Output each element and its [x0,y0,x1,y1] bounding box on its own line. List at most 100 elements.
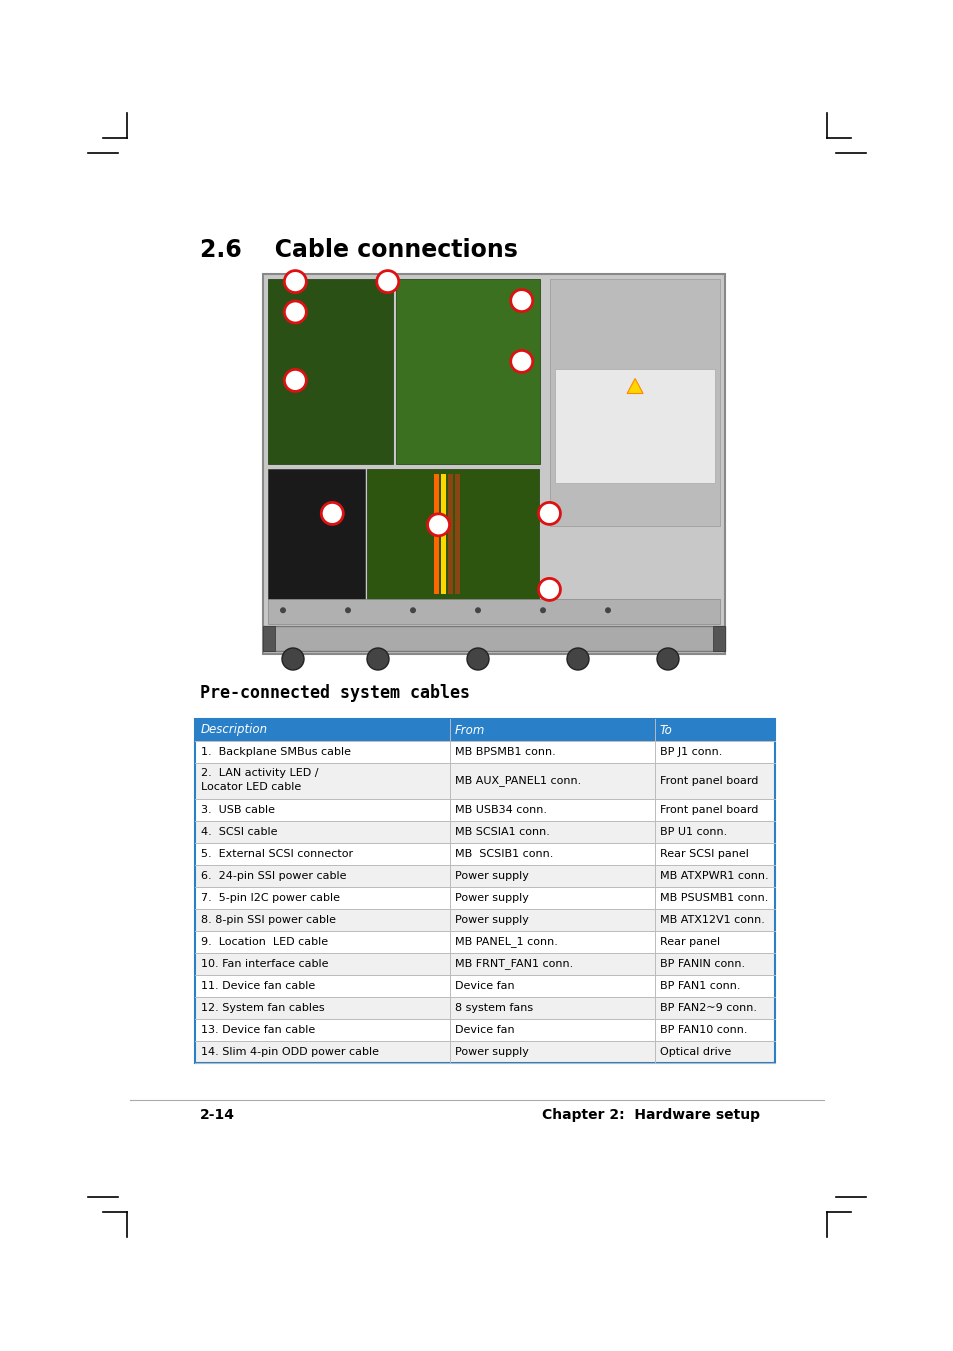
Text: 13. Device fan cable: 13. Device fan cable [201,1025,314,1035]
Circle shape [604,607,610,613]
Circle shape [345,607,351,613]
Text: MB PANEL_1 conn.: MB PANEL_1 conn. [455,936,558,947]
Bar [194,997,774,1019]
Text: MB USB34 conn.: MB USB34 conn. [455,805,546,815]
Text: Power supply: Power supply [455,915,528,925]
Circle shape [410,607,416,613]
Polygon shape [626,378,642,393]
Bar [263,626,274,651]
Circle shape [467,648,489,670]
Bar [263,626,724,651]
Circle shape [510,289,532,312]
Bar [194,1019,774,1042]
Text: 2.6    Cable connections: 2.6 Cable connections [200,238,517,262]
Circle shape [321,503,343,524]
Bar [194,888,774,909]
Text: From: From [455,724,485,736]
Bar [194,952,774,975]
Text: Device fan: Device fan [455,1025,514,1035]
Circle shape [566,648,588,670]
Text: MB ATXPWR1 conn.: MB ATXPWR1 conn. [659,871,768,881]
Bar [194,909,774,931]
Bar [268,598,720,624]
Text: Optical drive: Optical drive [659,1047,731,1056]
Circle shape [539,607,545,613]
Bar [550,280,720,526]
Text: 6.  24-pin SSI power cable: 6. 24-pin SSI power cable [201,871,346,881]
Bar [194,719,774,740]
Circle shape [475,607,480,613]
Bar [194,719,774,1063]
Bar [194,843,774,865]
Bar [555,369,714,484]
Text: BP FAN10 conn.: BP FAN10 conn. [659,1025,747,1035]
Text: Front panel board: Front panel board [659,805,758,815]
Text: 8. 8-pin SSI power cable: 8. 8-pin SSI power cable [201,915,335,925]
Text: Rear panel: Rear panel [659,938,720,947]
Text: Power supply: Power supply [455,1047,528,1056]
Text: MB  SCSIB1 conn.: MB SCSIB1 conn. [455,848,553,859]
Circle shape [376,270,398,293]
Bar [194,763,774,798]
Bar [194,740,774,763]
Text: BP FAN1 conn.: BP FAN1 conn. [659,981,740,992]
Circle shape [367,648,389,670]
Circle shape [280,607,286,613]
Text: Front panel board: Front panel board [659,775,758,786]
Text: 12. System fan cables: 12. System fan cables [201,1002,324,1013]
Text: Rear SCSI panel: Rear SCSI panel [659,848,748,859]
Bar [367,469,538,598]
Bar [194,931,774,952]
Text: 2.  LAN activity LED /: 2. LAN activity LED / [201,767,318,778]
Circle shape [282,648,304,670]
Bar [194,865,774,888]
Text: BP J1 conn.: BP J1 conn. [659,747,721,757]
Text: Locator LED cable: Locator LED cable [201,782,301,792]
Text: 9.  Location  LED cable: 9. Location LED cable [201,938,328,947]
Circle shape [284,270,306,293]
Text: 3.  USB cable: 3. USB cable [201,805,274,815]
Circle shape [284,301,306,323]
Text: 4.  SCSI cable: 4. SCSI cable [201,827,277,838]
Text: 8 system fans: 8 system fans [455,1002,533,1013]
Text: Power supply: Power supply [455,871,528,881]
Bar [194,798,774,821]
Circle shape [427,513,449,536]
Text: BP FANIN conn.: BP FANIN conn. [659,959,744,969]
Text: BP U1 conn.: BP U1 conn. [659,827,726,838]
Bar [194,1042,774,1063]
Text: 2-14: 2-14 [200,1108,234,1121]
Bar [268,280,393,463]
Text: Description: Description [201,724,268,736]
Circle shape [510,350,532,373]
Text: Device fan: Device fan [455,981,514,992]
Bar [395,280,539,463]
Text: MB ATX12V1 conn.: MB ATX12V1 conn. [659,915,764,925]
Text: To: To [659,724,672,736]
Circle shape [657,648,679,670]
Text: 7.  5-pin I2C power cable: 7. 5-pin I2C power cable [201,893,339,902]
Text: Pre-connected system cables: Pre-connected system cables [200,684,470,703]
Text: 14. Slim 4-pin ODD power cable: 14. Slim 4-pin ODD power cable [201,1047,378,1056]
Bar [263,274,724,654]
Circle shape [537,578,559,600]
Bar [455,474,460,594]
Bar [268,469,365,598]
Text: 5.  External SCSI connector: 5. External SCSI connector [201,848,353,859]
Text: 1.  Backplane SMBus cable: 1. Backplane SMBus cable [201,747,351,757]
Text: BP FAN2~9 conn.: BP FAN2~9 conn. [659,1002,757,1013]
Bar [194,821,774,843]
Text: MB FRNT_FAN1 conn.: MB FRNT_FAN1 conn. [455,959,573,970]
Circle shape [537,503,559,524]
Circle shape [284,369,306,392]
Text: MB SCSIA1 conn.: MB SCSIA1 conn. [455,827,549,838]
Bar [712,626,724,651]
Text: Chapter 2:  Hardware setup: Chapter 2: Hardware setup [541,1108,760,1121]
Text: Power supply: Power supply [455,893,528,902]
Bar [194,975,774,997]
Text: MB BPSMB1 conn.: MB BPSMB1 conn. [455,747,556,757]
Bar [434,474,439,594]
Text: MB PSUSMB1 conn.: MB PSUSMB1 conn. [659,893,767,902]
Bar [448,474,453,594]
Text: MB AUX_PANEL1 conn.: MB AUX_PANEL1 conn. [455,775,580,786]
